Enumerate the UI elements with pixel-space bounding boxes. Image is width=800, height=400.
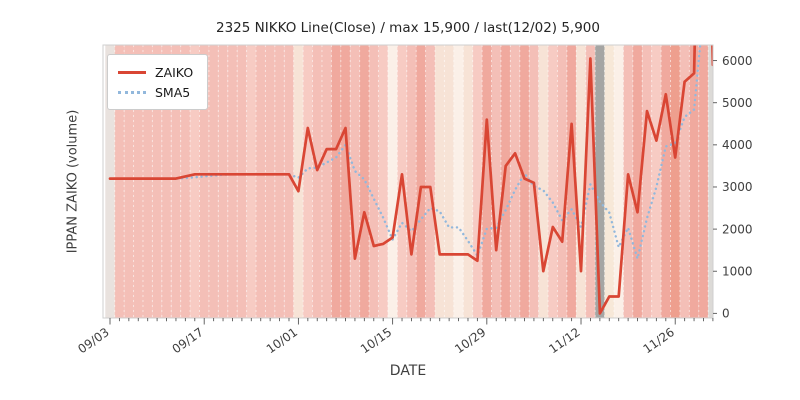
day-band [303,45,313,318]
day-band [435,45,445,318]
y-tick-label: 6000 [722,54,753,68]
day-band [444,45,454,318]
day-band [218,45,228,318]
sma5-line-swatch [118,90,146,94]
day-band [387,45,398,318]
day-band [133,45,143,318]
day-band [670,45,680,318]
day-band [510,45,520,318]
day-band [463,45,473,318]
legend-item-zaiko: ZAIKO [118,62,193,82]
day-band [425,45,436,318]
legend-item-sma5: SMA5 [118,82,193,102]
x-tick-label: 10/01 [264,325,300,356]
y-tick-labels: 0 1000 2000 3000 4000 5000 6000 [722,54,753,321]
day-band [632,45,643,318]
x-tick-label: 09/17 [170,325,206,356]
day-band [152,45,162,318]
day-band [331,45,341,318]
chart-title: 2325 NIKKO Line(Close) / max 15,900 / la… [216,20,600,36]
x-tick-label: 10/15 [358,325,394,356]
day-band [500,45,511,318]
y-tick-label: 2000 [722,222,753,236]
day-band [416,45,426,318]
y-tick-label: 0 [722,307,730,321]
day-band [369,45,379,318]
axis-ticks [109,60,717,325]
day-band [265,45,275,318]
day-band [548,45,558,318]
y-tick-label: 5000 [722,96,753,110]
day-band [406,45,417,318]
day-band [482,45,492,318]
day-band [124,45,134,318]
legend-label-sma5: SMA5 [155,84,191,100]
day-band [274,45,285,318]
day-band [171,45,181,318]
x-axis-label: DATE [389,363,427,379]
day-band [613,45,624,318]
y-tick-label: 1000 [722,264,753,278]
day-band [595,45,605,318]
day-band [378,45,388,318]
y-tick-label: 3000 [722,180,753,194]
day-band [519,45,530,318]
day-band [453,45,464,318]
day-band [114,45,125,318]
day-band [491,45,501,318]
data-lines [108,45,713,315]
day-band [557,45,567,318]
legend-label-zaiko: ZAIKO [155,64,194,80]
day-band [698,45,709,318]
day-band [180,45,191,318]
day-band [585,45,596,318]
x-tick-label: 10/29 [452,325,488,356]
plot-frame [102,44,714,319]
day-band [199,45,209,318]
day-band [359,45,370,318]
day-band [105,45,115,318]
day-band [708,45,713,318]
legend: ZAIKO SMA5 [107,54,209,110]
x-tick-label: 11/26 [641,325,677,356]
day-band [284,45,294,318]
day-band [661,45,671,318]
day-band [538,45,549,318]
day-band [142,45,153,318]
day-band [190,45,200,318]
day-band [679,45,690,318]
day-band [321,45,332,318]
day-band [161,45,172,318]
day-band [651,45,662,318]
day-band [604,45,614,318]
y-tick-label: 4000 [722,138,753,152]
day-band [566,45,577,318]
day-band [227,45,238,318]
day-band [246,45,257,318]
day-band [237,45,247,318]
zaiko-line-swatch [118,70,146,74]
day-band [576,45,586,318]
x-tick-labels: 09/03 09/17 10/01 10/15 10/29 11/12 11/26 [75,325,677,356]
day-band [312,45,322,318]
day-band [689,45,699,318]
day-band [472,45,483,318]
day-band [642,45,652,318]
x-tick-label: 09/03 [75,325,111,356]
day-band [256,45,266,318]
day-band [340,45,351,318]
zaiko-line [108,45,713,315]
day-band [208,45,219,318]
day-band [350,45,360,318]
day-band [293,45,304,318]
x-tick-label: 11/12 [546,325,582,356]
